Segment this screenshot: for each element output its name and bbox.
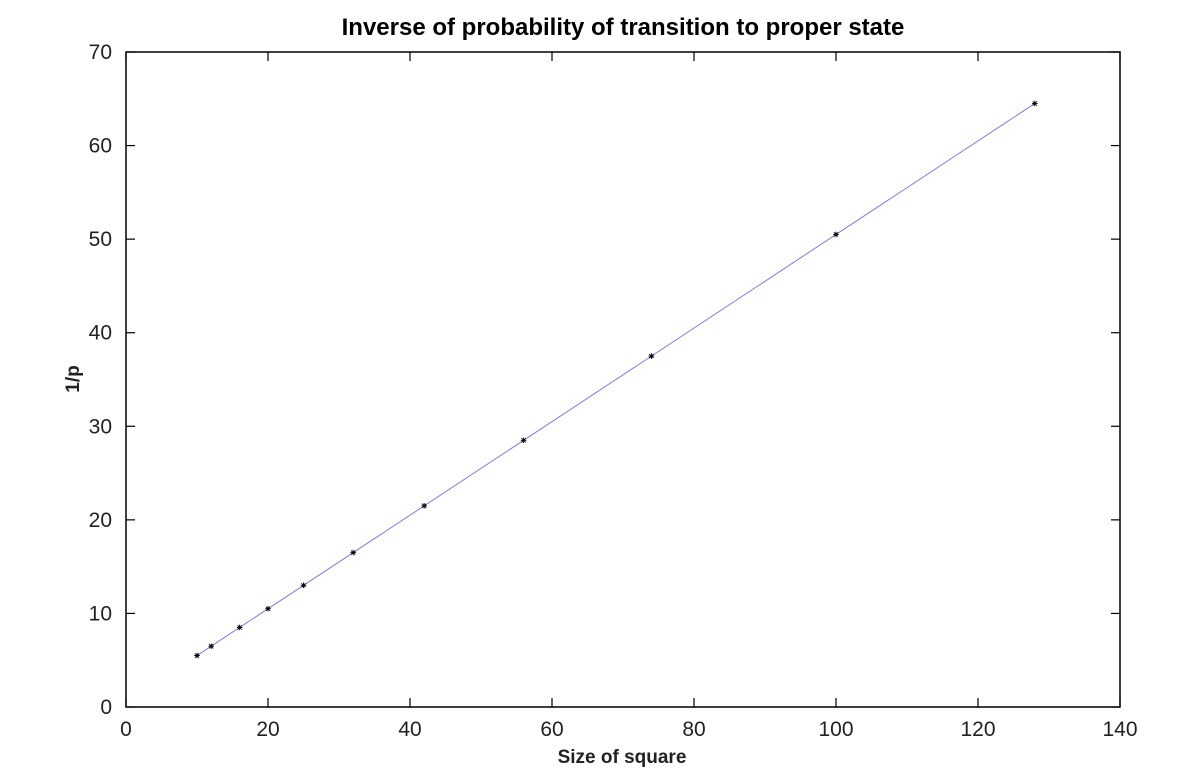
data-point xyxy=(648,353,655,359)
data-point xyxy=(194,652,200,659)
axis-tick-labels: 0 20 40 60 80 100 120 140 0 10 20 30 40 50 60 70 xyxy=(89,41,1138,741)
fit-line xyxy=(196,103,1036,656)
data-point xyxy=(300,582,307,589)
data-series xyxy=(194,100,1038,659)
x-tick-label: 40 xyxy=(398,718,421,741)
data-point xyxy=(1032,100,1038,107)
chart-title: Inverse of probability of transition to … xyxy=(342,14,905,41)
x-tick-label: 60 xyxy=(540,718,563,741)
data-point xyxy=(265,605,271,612)
y-tick-label: 10 xyxy=(89,602,112,625)
y-tick-label: 20 xyxy=(89,509,112,532)
x-tick-label: 140 xyxy=(1102,718,1137,741)
x-tick-label: 120 xyxy=(960,718,995,741)
y-tick-label: 0 xyxy=(100,696,112,719)
data-point xyxy=(833,231,839,238)
data-point xyxy=(350,549,356,556)
x-axis-label: Size of square xyxy=(558,747,687,768)
y-tick-label: 30 xyxy=(89,415,112,438)
x-tick-label: 20 xyxy=(256,718,279,741)
x-tick-label: 0 xyxy=(120,718,132,741)
data-point xyxy=(421,503,427,509)
axis-ticks xyxy=(125,51,1121,708)
y-axis-label: 1/p xyxy=(63,365,84,392)
data-point xyxy=(208,643,214,649)
y-tick-label: 40 xyxy=(89,322,112,345)
data-point xyxy=(520,437,527,444)
y-tick-label: 70 xyxy=(89,41,112,64)
y-tick-label: 60 xyxy=(89,135,112,158)
y-tick-label: 50 xyxy=(89,228,112,251)
x-tick-label: 100 xyxy=(818,718,853,741)
data-point xyxy=(236,624,243,631)
plot-area-frame xyxy=(125,51,1121,708)
x-tick-label: 80 xyxy=(682,718,705,741)
